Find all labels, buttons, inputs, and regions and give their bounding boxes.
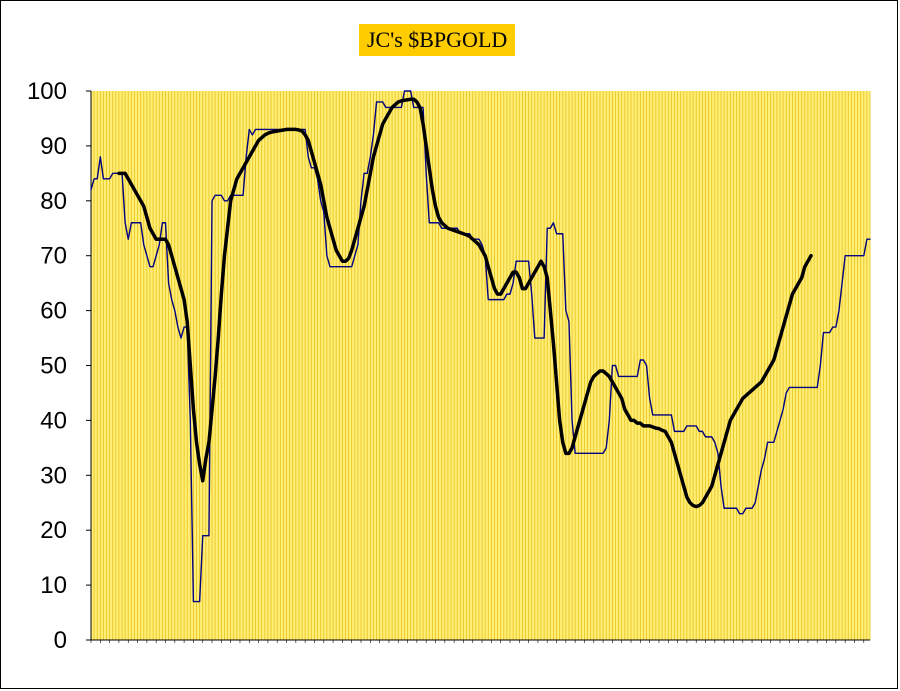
y-tick-label: 50 [40,353,67,380]
y-tick-label: 60 [40,298,67,325]
series-lines [90,90,871,603]
chart-title: JC's $BPGOLD [359,24,516,56]
y-tick-label: 10 [40,572,67,599]
plot-background [91,91,870,640]
y-tick-label: 80 [40,188,67,215]
x-axis [90,639,870,643]
y-tick-label: 0 [54,627,67,654]
y-tick-label: 70 [40,243,67,270]
plot-area [91,91,870,640]
y-tick-label: 30 [40,462,67,489]
y-tick-label: 40 [40,407,67,434]
smoothed-series-line [117,97,813,509]
y-tick-label: 20 [40,517,67,544]
raw-series-line [90,90,871,603]
y-axis: 0 10 20 30 40 50 60 70 80 90 100 [27,78,92,654]
y-tick-label: 90 [40,133,67,160]
vertical-gridlines [90,91,871,640]
y-tick-label: 100 [27,78,67,105]
